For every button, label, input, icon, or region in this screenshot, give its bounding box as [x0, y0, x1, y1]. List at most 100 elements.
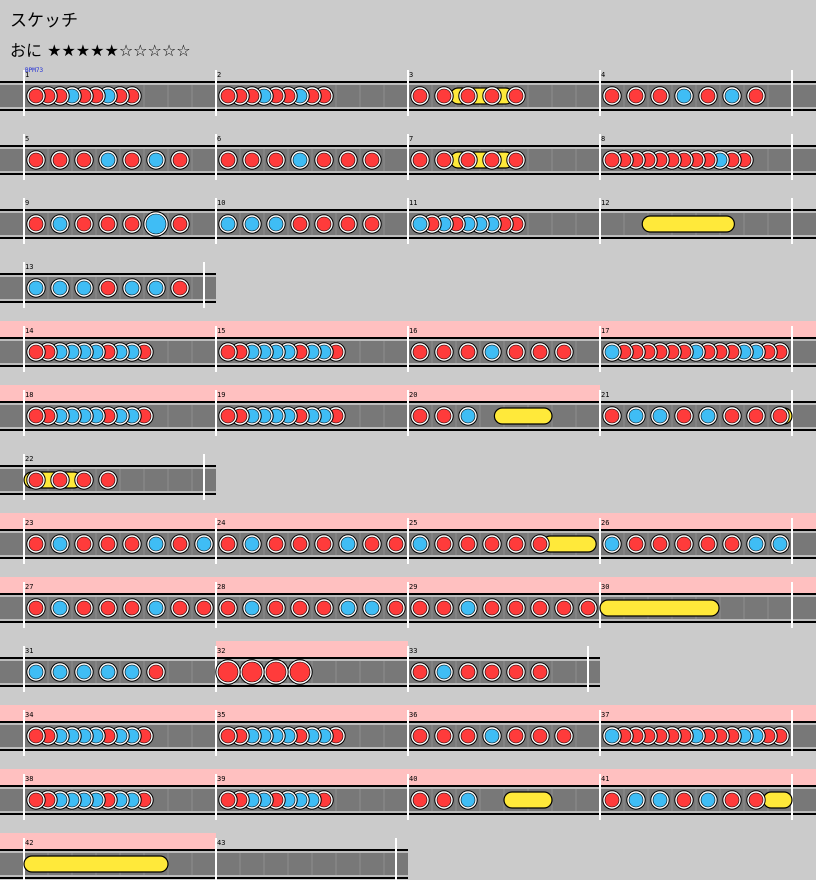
measure-number: 29	[409, 583, 417, 591]
note-face	[52, 664, 68, 680]
note-face	[772, 408, 788, 424]
note-face	[220, 408, 236, 424]
note-face	[28, 280, 44, 296]
note-face	[508, 152, 524, 168]
note-face	[652, 792, 668, 808]
note-face	[145, 213, 167, 235]
note-face	[316, 600, 332, 616]
note-face	[460, 792, 476, 808]
note-face	[196, 600, 212, 616]
note-face	[484, 344, 500, 360]
measure-number: 20	[409, 391, 417, 399]
drumroll-note	[23, 855, 169, 873]
note-face	[676, 536, 692, 552]
note-face	[100, 600, 116, 616]
note-face	[436, 408, 452, 424]
note-face	[220, 88, 236, 104]
note-face	[172, 152, 188, 168]
note-face	[436, 664, 452, 680]
note-face	[604, 344, 620, 360]
note-face	[460, 408, 476, 424]
note-face	[52, 280, 68, 296]
note-face	[412, 344, 428, 360]
note-face	[532, 344, 548, 360]
note-face	[28, 408, 44, 424]
measure-number: 3	[409, 71, 413, 79]
note-face	[340, 216, 356, 232]
measure-number: 25	[409, 519, 417, 527]
note-face	[508, 728, 524, 744]
note-face	[580, 600, 596, 616]
note-face	[52, 152, 68, 168]
note-face	[124, 600, 140, 616]
note-face	[76, 280, 92, 296]
note-face	[52, 536, 68, 552]
measure-number: 7	[409, 135, 413, 143]
note-face	[268, 152, 284, 168]
note-face	[484, 600, 500, 616]
measure-number: 15	[217, 327, 225, 335]
note-face	[556, 600, 572, 616]
note-face	[28, 344, 44, 360]
note-face	[100, 152, 116, 168]
note-face	[268, 216, 284, 232]
difficulty-row: おに ★★★★★☆☆☆☆☆	[10, 37, 191, 61]
note-face	[100, 536, 116, 552]
note-face	[28, 600, 44, 616]
measure-number: 21	[601, 391, 609, 399]
measure-number: 14	[25, 327, 33, 335]
note-face	[316, 152, 332, 168]
note-face	[412, 664, 428, 680]
note-face	[604, 152, 620, 168]
note-face	[436, 152, 452, 168]
measure-number: 28	[217, 583, 225, 591]
note-face	[220, 792, 236, 808]
note-face	[436, 600, 452, 616]
note-face	[220, 536, 236, 552]
note-face	[412, 152, 428, 168]
measure-number: 2	[217, 71, 221, 79]
note-face	[676, 408, 692, 424]
note-face	[604, 792, 620, 808]
note-face	[124, 536, 140, 552]
note-face	[652, 536, 668, 552]
note-face	[604, 536, 620, 552]
note-face	[628, 88, 644, 104]
note-face	[652, 408, 668, 424]
note-face	[724, 792, 740, 808]
note-face	[724, 408, 740, 424]
note-face	[748, 792, 764, 808]
measure-number: 22	[25, 455, 33, 463]
note-face	[628, 408, 644, 424]
note-face	[436, 344, 452, 360]
note-face	[76, 600, 92, 616]
note-face	[388, 536, 404, 552]
measure-number: 13	[25, 263, 33, 271]
note-face	[556, 728, 572, 744]
note-face	[628, 536, 644, 552]
note-face	[28, 728, 44, 744]
note-face	[244, 536, 260, 552]
note-face	[148, 536, 164, 552]
note-face	[52, 472, 68, 488]
note-face	[292, 600, 308, 616]
note-face	[28, 792, 44, 808]
note-face	[148, 280, 164, 296]
note-face	[241, 661, 263, 683]
note-face	[460, 664, 476, 680]
note-face	[28, 88, 44, 104]
note-face	[460, 600, 476, 616]
drumroll-note	[762, 791, 793, 809]
note-face	[676, 792, 692, 808]
note-face	[148, 152, 164, 168]
note-face	[436, 536, 452, 552]
note-face	[292, 152, 308, 168]
note-face	[364, 600, 380, 616]
drumroll-note	[493, 407, 553, 425]
note-face	[172, 536, 188, 552]
note-face	[724, 536, 740, 552]
note-face	[244, 600, 260, 616]
note-face	[556, 344, 572, 360]
note-face	[532, 536, 548, 552]
